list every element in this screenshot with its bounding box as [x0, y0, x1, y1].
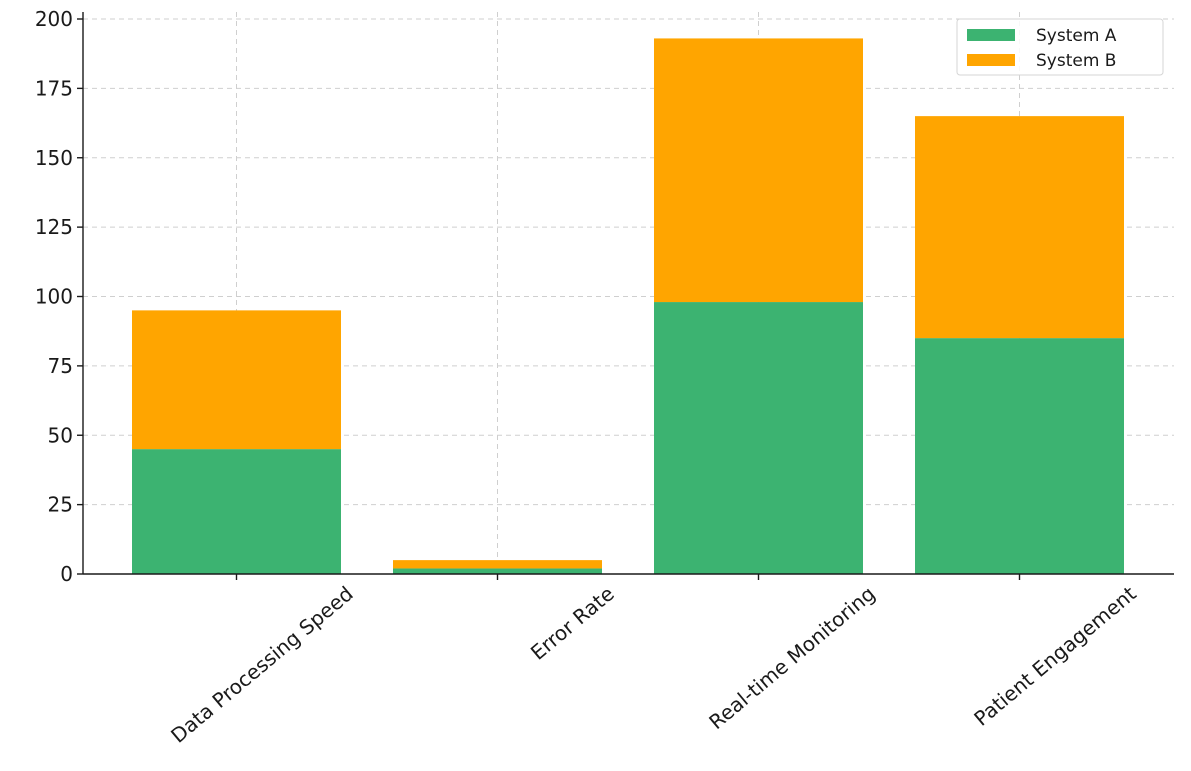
bar-system-a: [132, 449, 341, 574]
x-tick-label: Real-time Monitoring: [704, 581, 879, 734]
axes: [82, 12, 1174, 575]
y-tick-label: 200: [35, 7, 73, 31]
bar-system-b: [654, 38, 863, 303]
x-tick-label: Data Processing Speed: [166, 581, 358, 747]
legend-swatch: [967, 29, 1015, 41]
y-tick-label: 25: [48, 493, 73, 517]
bars: [132, 38, 1124, 574]
y-tick-label: 50: [48, 423, 73, 447]
bar-system-b: [915, 116, 1124, 339]
bar-system-b: [393, 560, 602, 569]
bar-system-a: [915, 338, 1124, 574]
bar-system-b: [132, 310, 341, 450]
bar-system-a: [393, 568, 602, 574]
y-tick-label: 0: [60, 562, 73, 586]
y-tick-label: 125: [35, 215, 73, 239]
legend: System A System B: [956, 18, 1164, 76]
bar-system-a: [654, 302, 863, 574]
x-tick-label: Patient Engagement: [969, 581, 1140, 730]
y-tick-labels: 0 25 50 75 100 125 150 175 200: [35, 7, 83, 586]
legend-swatch: [967, 54, 1015, 66]
y-tick-label: 150: [35, 146, 73, 170]
legend-label: System B: [1036, 51, 1116, 71]
y-tick-label: 175: [35, 76, 73, 100]
legend-label: System A: [1036, 26, 1117, 46]
x-tick-label: Error Rate: [526, 581, 619, 664]
x-tick-labels: Data Processing Speed Error Rate Real-time…: [166, 574, 1141, 748]
y-tick-label: 75: [48, 354, 73, 378]
y-tick-label: 100: [35, 285, 73, 309]
